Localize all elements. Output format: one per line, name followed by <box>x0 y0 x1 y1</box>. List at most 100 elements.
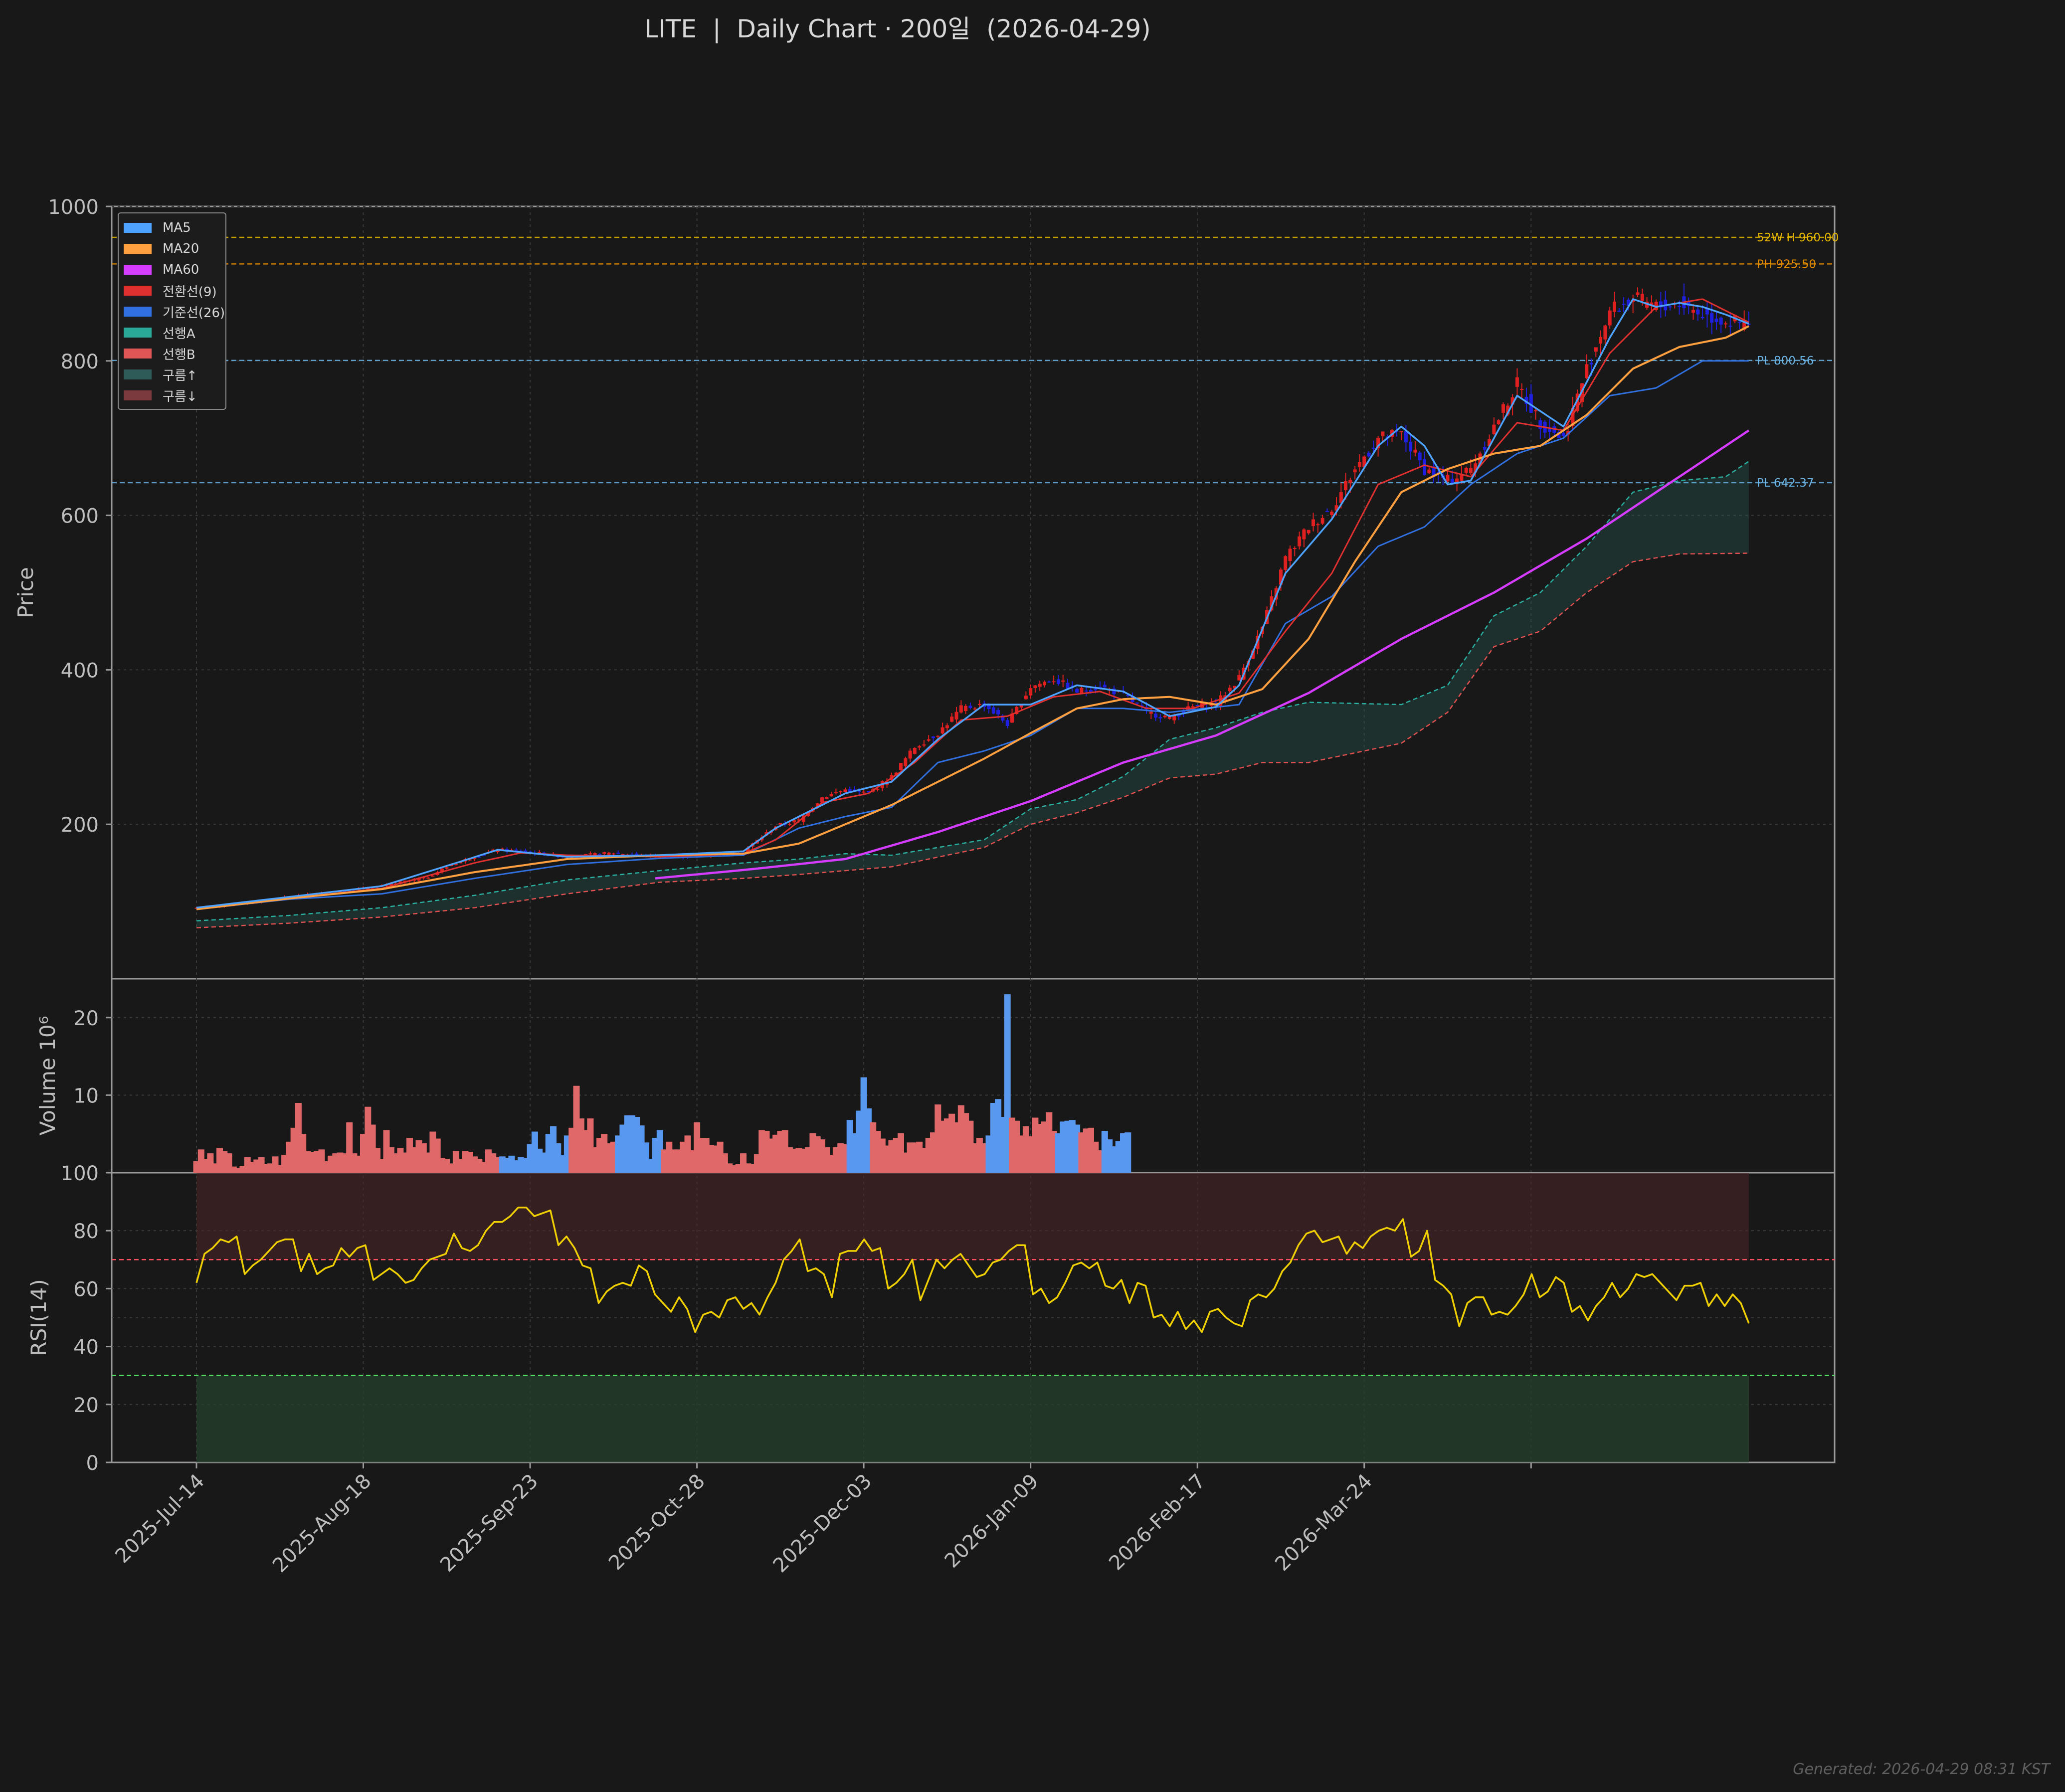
candle-body <box>1320 518 1324 524</box>
candle-body <box>611 853 615 855</box>
legend-swatch <box>124 390 152 400</box>
candle-body <box>1163 716 1167 717</box>
candle-body <box>853 789 856 791</box>
candle-body <box>1195 705 1199 706</box>
y-tick-label: 100 <box>61 1162 99 1185</box>
candle-body <box>1334 505 1338 511</box>
candle-body <box>1631 300 1635 302</box>
candle-body <box>1001 716 1005 721</box>
candle-body <box>1237 675 1241 681</box>
ma60-line <box>655 429 1750 880</box>
candle-body <box>1158 717 1162 718</box>
rsi-oversold-zone <box>196 1375 1749 1462</box>
candle-body <box>426 878 430 879</box>
legend-label: 선행B <box>163 347 195 362</box>
candle-body <box>857 791 861 792</box>
candle-body <box>1538 420 1542 429</box>
x-tick-label: 2026-Jan-09 <box>940 1470 1043 1573</box>
ma5-line <box>196 298 1749 909</box>
candle-body <box>1608 310 1612 326</box>
candle-body <box>843 789 847 792</box>
candle-body <box>1293 548 1297 549</box>
candle-body <box>1478 453 1482 466</box>
candle-body <box>1668 306 1672 308</box>
candle-body <box>602 852 606 854</box>
candle-body <box>899 763 903 770</box>
candle-body <box>1052 681 1056 683</box>
candle-body <box>1446 475 1450 482</box>
legend-swatch <box>124 286 152 296</box>
candle-body <box>1404 431 1408 443</box>
candle-body <box>1492 424 1496 434</box>
candle-body <box>593 853 597 856</box>
candle-body <box>1566 431 1570 435</box>
y-tick-label: 1000 <box>48 196 99 219</box>
candle-body <box>959 705 963 713</box>
candle-body <box>1298 536 1302 546</box>
x-tick-label: 2025-Jul-14 <box>111 1470 209 1568</box>
candle-body <box>1307 530 1311 534</box>
candle-body <box>1728 326 1732 327</box>
candle-body <box>1233 686 1236 689</box>
volume-series <box>193 994 1131 1173</box>
candle-body <box>1599 337 1603 344</box>
candle-body <box>1589 362 1593 364</box>
candle-body <box>496 851 500 852</box>
candle-body <box>454 864 458 865</box>
candle-body <box>1381 431 1385 437</box>
rsi-overbought-zone <box>196 1173 1749 1260</box>
candle-body <box>1710 313 1714 323</box>
ichimoku-cloud <box>196 461 1749 928</box>
candle-body <box>514 849 518 851</box>
candle-body <box>1348 480 1352 483</box>
candle-body <box>839 791 843 792</box>
price-level-label: PH 925.50 <box>1757 258 1816 271</box>
legend-item-ma60: MA60 <box>124 259 220 280</box>
candle-body <box>1636 292 1640 295</box>
candle-body <box>1575 393 1579 411</box>
candle-body <box>1330 512 1334 515</box>
candle-body <box>468 859 472 861</box>
candle-body <box>1251 650 1255 659</box>
candle-body <box>1284 556 1288 570</box>
y-tick-label: 0 <box>86 1452 99 1475</box>
candle-body <box>950 717 954 722</box>
candle-body <box>1497 420 1501 424</box>
candle-body <box>1483 447 1487 450</box>
candle-body <box>778 823 782 825</box>
rsi-line <box>195 1206 1750 1333</box>
candle-body <box>1714 319 1718 322</box>
candle-body <box>1515 377 1519 387</box>
volume-bar <box>235 1168 242 1173</box>
candle-body <box>866 791 870 793</box>
candle-body <box>1357 462 1361 467</box>
candle-body <box>1524 396 1528 404</box>
candle-body <box>1594 347 1598 352</box>
candle-body <box>829 794 833 797</box>
candle-body <box>964 706 968 711</box>
candle-body <box>977 704 981 705</box>
candle-body <box>1719 318 1723 325</box>
candle-body <box>1181 711 1185 714</box>
candle-body <box>932 736 935 738</box>
candle-body <box>1678 306 1682 307</box>
axis-title: RSI(14) <box>26 1279 51 1356</box>
candle-body <box>1270 596 1274 611</box>
candle-body <box>1362 456 1366 468</box>
price-level-label: PL 642.37 <box>1757 477 1814 490</box>
legend-item-cloud-down: 구름↓ <box>124 385 220 406</box>
candle-body <box>194 907 198 909</box>
candle-body <box>862 791 866 793</box>
y-tick-label: 60 <box>73 1278 99 1301</box>
x-tick-label: 2025-Dec-03 <box>769 1470 877 1578</box>
candle-body <box>940 727 944 734</box>
candle-body <box>913 748 917 754</box>
candle-body <box>1038 684 1042 687</box>
candle-body <box>991 707 995 714</box>
y-tick-label: 800 <box>61 351 99 373</box>
candle-body <box>1288 548 1292 561</box>
legend-label: 구름↓ <box>163 389 197 404</box>
candle-body <box>1316 524 1320 526</box>
candle-body <box>440 869 444 873</box>
candle-body <box>1191 706 1195 708</box>
